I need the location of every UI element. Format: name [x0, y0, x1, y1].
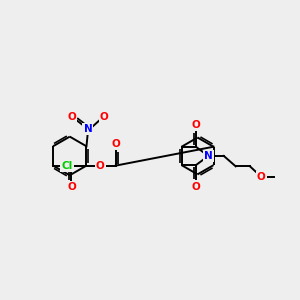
- Text: O: O: [191, 182, 200, 192]
- Text: O: O: [257, 172, 266, 182]
- Text: O: O: [67, 182, 76, 192]
- Text: O: O: [100, 112, 109, 122]
- Text: O: O: [191, 120, 200, 130]
- Text: N: N: [204, 151, 213, 161]
- Text: N: N: [84, 124, 92, 134]
- Text: O: O: [111, 139, 120, 149]
- Text: O: O: [67, 112, 76, 122]
- Text: Cl: Cl: [61, 160, 73, 171]
- Text: O: O: [96, 160, 105, 171]
